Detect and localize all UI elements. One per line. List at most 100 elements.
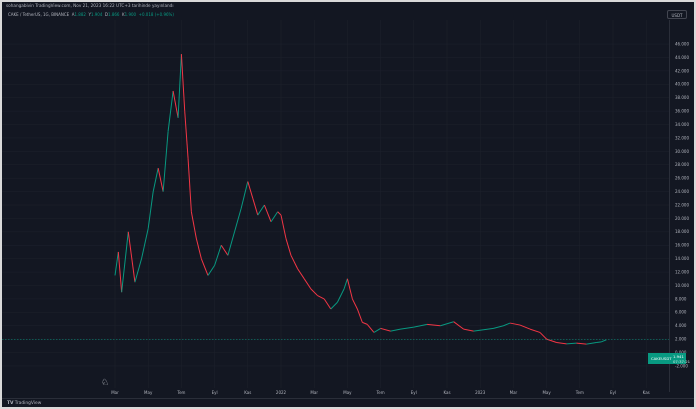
x-tick-label: 2023 — [475, 390, 486, 395]
price-segment — [114, 251, 119, 276]
price-segment — [380, 327, 391, 332]
price-segment — [440, 321, 454, 327]
price-segment — [270, 211, 279, 223]
close-label: K — [122, 12, 125, 17]
price-segment — [343, 278, 348, 290]
y-tick-label: 14.000 — [675, 256, 689, 261]
price-segment — [234, 208, 242, 232]
price-segment — [172, 90, 179, 118]
price-segment — [177, 54, 182, 118]
price-segment — [483, 327, 494, 331]
y-tick-label: 24.000 — [675, 189, 689, 194]
price-segment — [303, 278, 312, 290]
price-segment — [596, 341, 602, 343]
price-segment — [336, 288, 345, 303]
price-segment — [556, 342, 567, 345]
change-value: +0.018 (+0.96%) — [138, 12, 174, 17]
price-segment — [310, 288, 318, 296]
price-segment — [576, 342, 587, 345]
price-segment — [463, 328, 474, 332]
y-tick-label: 6.000 — [675, 310, 687, 315]
close-value: 1.900 — [124, 12, 137, 17]
price-axis: 46.000 44.000 42.000 40.000 38.000 36.000 34.0… — [675, 41, 689, 368]
last-price-countdown: 07:37:21 — [673, 359, 691, 364]
price-segment — [519, 324, 531, 330]
price-segment — [195, 238, 202, 259]
price-segment — [187, 158, 192, 212]
x-tick-label: Kas — [244, 390, 251, 395]
low-value: 1.866 — [108, 12, 120, 17]
axis-separator — [669, 20, 670, 392]
price-segment — [373, 327, 381, 333]
y-tick-label: 20.000 — [675, 216, 689, 221]
x-tick-label: Kas — [443, 390, 450, 395]
price-segment — [413, 323, 428, 328]
price-segment — [356, 308, 363, 323]
price-segment — [180, 54, 186, 112]
price-segment — [157, 168, 164, 192]
price-segment — [121, 231, 129, 293]
price-segment — [141, 228, 149, 259]
price-segment — [240, 181, 249, 209]
footer: 𝗧𝗩 TradingView — [2, 398, 694, 407]
price-segment — [117, 251, 123, 293]
y-tick-label: 22.000 — [675, 202, 689, 207]
symbol-pair[interactable]: CAKE / TetherUS, 1G, BINANCE — [8, 12, 70, 17]
drawing-tool-icon[interactable]: ♘ — [101, 378, 110, 388]
price-segment — [257, 204, 265, 216]
last-price-badge: CAKEUSDT 1.941 07:37:21 — [648, 353, 690, 364]
x-tick-label: Mar — [310, 390, 318, 395]
price-segment — [400, 326, 414, 330]
publish-info: sohangabivin TradingView.com, Nov 21, 20… — [6, 3, 174, 8]
x-tick-label: May — [343, 390, 352, 395]
x-tick-label: Mar — [510, 390, 518, 395]
open-value: 1.882 — [74, 12, 86, 17]
price-chart[interactable]: 46.000 44.000 42.000 40.000 38.000 36.000 34.0… — [2, 20, 694, 398]
price-series — [114, 54, 607, 345]
price-segment — [220, 244, 229, 256]
y-tick-label: 16.000 — [675, 243, 689, 248]
high-value: 1.904 — [90, 12, 103, 17]
price-segment — [346, 278, 353, 300]
price-segment — [351, 298, 358, 310]
price-segment — [227, 231, 236, 256]
y-tick-label: 28.000 — [675, 162, 689, 167]
price-segment — [586, 342, 597, 345]
currency-button[interactable]: USDT — [667, 10, 687, 19]
price-segment — [503, 322, 511, 327]
open-label: A — [71, 12, 75, 17]
price-segment — [184, 111, 189, 159]
price-segment — [190, 211, 197, 239]
price-segment — [473, 329, 484, 332]
tradingview-logo: 𝗧𝗩 TradingView — [7, 401, 42, 406]
x-tick-label: Eyl — [411, 390, 417, 395]
high-label: Y — [88, 12, 91, 17]
price-segment — [200, 258, 209, 276]
x-tick-label: May — [144, 390, 153, 395]
brand-name: TradingView — [14, 401, 42, 406]
title-bar: sohangabivin TradingView.com, Nov 21, 20… — [2, 2, 694, 11]
y-tick-label: 18.000 — [675, 229, 689, 234]
low-label: D — [104, 12, 109, 17]
price-segment — [152, 168, 159, 192]
y-tick-label: 10.000 — [675, 283, 689, 288]
x-tick-label: Kas — [643, 390, 650, 395]
y-tick-label: 38.000 — [675, 95, 689, 100]
price-segment — [529, 328, 541, 333]
price-segment — [134, 258, 143, 283]
price-segment — [147, 191, 154, 229]
last-price-value: 1.941 — [673, 354, 684, 359]
price-segment — [566, 342, 577, 345]
y-tick-label: 44.000 — [675, 55, 689, 60]
y-tick-label: -2.000 — [675, 363, 688, 368]
price-segment — [263, 204, 272, 222]
x-tick-label: Tem — [376, 390, 385, 395]
price-segment — [290, 255, 299, 269]
y-tick-label: 46.000 — [675, 41, 689, 46]
x-tick-label: Eyl — [610, 390, 616, 395]
price-segment — [366, 324, 375, 333]
price-segment — [247, 181, 254, 199]
y-tick-label: 30.000 — [675, 149, 689, 154]
y-tick-label: 36.000 — [675, 109, 689, 114]
